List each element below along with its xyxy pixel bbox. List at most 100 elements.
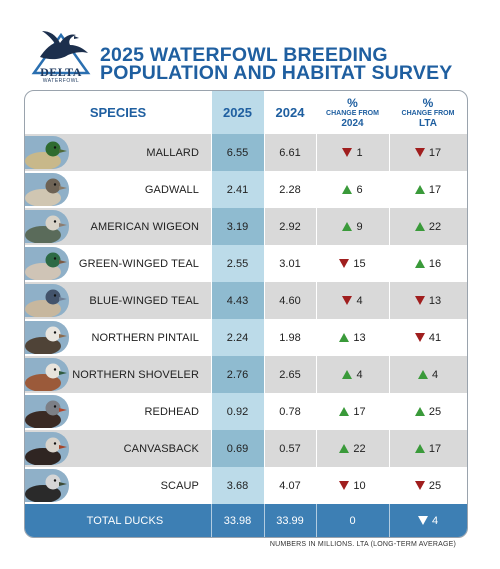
total-2025: 33.98 [223, 514, 252, 527]
change-from-2024: 4 [316, 356, 389, 393]
up-arrow-icon [342, 222, 353, 231]
change-from-lta: 17 [389, 134, 467, 171]
up-arrow-icon [339, 407, 350, 416]
column-2025-shade [211, 356, 264, 393]
change-lta-value: 25 [428, 405, 442, 418]
survey-table: SPECIES 2025 2024 % CHANGE FROM 2024 % C… [24, 90, 468, 538]
change-2024-value: 15 [353, 257, 366, 270]
change-2024-value: 13 [353, 331, 366, 344]
column-2025-shade [211, 134, 264, 171]
value-2025: 3.68 [226, 479, 249, 492]
change-lta-value: 17 [428, 183, 442, 196]
change-from-lta: 13 [389, 282, 467, 319]
table-row: GADWALL 2.41 2.28 6 17 [25, 171, 467, 208]
up-arrow-icon [414, 444, 425, 453]
value-2024: 4.07 [279, 479, 301, 492]
total-divider [211, 504, 212, 537]
species-name: MALLARD [146, 146, 199, 159]
species-name: CANVASBACK [123, 442, 199, 455]
header-change-pct: % [347, 95, 358, 110]
value-2024: 2.28 [279, 183, 301, 196]
column-2025-shade [211, 282, 264, 319]
total-2024: 33.99 [276, 514, 304, 527]
value-2025: 2.24 [226, 331, 249, 344]
change-2024-value: 1 [356, 146, 363, 159]
down-arrow-icon [417, 516, 428, 525]
value-2025: 3.19 [226, 220, 249, 233]
footnote: NUMBERS IN MILLIONS. LTA (LONG-TERM AVER… [269, 541, 456, 548]
divider-2024 [264, 91, 265, 504]
up-arrow-icon [414, 259, 425, 268]
change-2024-value: 4 [356, 294, 363, 307]
down-arrow-icon [342, 296, 353, 305]
change-lta-value: 22 [428, 220, 442, 233]
down-arrow-icon [414, 148, 425, 157]
change-from-2024: 22 [316, 430, 389, 467]
page-title: 2025 WATERFOWL BREEDING POPULATION AND H… [100, 44, 452, 83]
up-arrow-icon [339, 333, 350, 342]
change-from-lta: 41 [389, 319, 467, 356]
change-lta-value: 17 [428, 146, 442, 159]
change-from-lta: 17 [389, 430, 467, 467]
change-lta-value: 17 [428, 442, 442, 455]
total-change-2024: 0 [316, 504, 389, 537]
change-from-lta: 25 [389, 393, 467, 430]
change-from-lta: 17 [389, 171, 467, 208]
change-from-2024: 10 [316, 467, 389, 504]
up-arrow-icon [414, 185, 425, 194]
species-name: GREEN-WINGED TEAL [78, 257, 199, 270]
gadwall-photo [25, 173, 69, 206]
title-line1: 2025 WATERFOWL BREEDING [100, 44, 388, 66]
delta-waterfowl-logo [31, 31, 91, 75]
table-row: BLUE-WINGED TEAL 4.43 4.60 4 13 [25, 282, 467, 319]
change-from-lta: 25 [389, 467, 467, 504]
change-2024-value: 10 [353, 479, 366, 492]
header-lta-base: LTA [419, 117, 437, 129]
species-name: GADWALL [144, 183, 199, 196]
species-name: AMERICAN WIGEON [90, 220, 199, 233]
header-2025: 2025 [223, 105, 252, 120]
change-2024-value: 6 [356, 183, 363, 196]
change-lta-value: 41 [428, 331, 442, 344]
mallard-photo [25, 136, 69, 169]
header-lta-pct: % [422, 95, 434, 110]
header-lta-label: CHANGE FROM [401, 109, 455, 117]
down-arrow-icon [339, 259, 350, 268]
green-winged-teal-photo [25, 247, 69, 280]
change-2024-value: 17 [353, 405, 366, 418]
up-arrow-icon [417, 370, 428, 379]
species-name: BLUE-WINGED TEAL [89, 294, 199, 307]
column-2025-shade [211, 430, 264, 467]
divider-change [316, 91, 317, 504]
value-2024: 3.01 [279, 257, 301, 270]
change-from-lta: 4 [389, 356, 467, 393]
total-divider [316, 504, 317, 537]
blue-winged-teal-photo [25, 284, 69, 317]
total-row: TOTAL DUCKS 33.98 33.99 0 4 [25, 504, 467, 537]
value-2024: 0.57 [279, 442, 301, 455]
total-change-value: 0 [349, 514, 356, 527]
change-from-2024: 1 [316, 134, 389, 171]
canvasback-photo [25, 432, 69, 465]
value-2025: 4.43 [226, 294, 249, 307]
up-arrow-icon [414, 407, 425, 416]
northern-pintail-photo [25, 321, 69, 354]
change-lta-value: 13 [428, 294, 442, 307]
value-2024: 6.61 [279, 146, 301, 159]
change-2024-value: 22 [353, 442, 366, 455]
logo-line1: DELTA [40, 65, 82, 79]
column-2025-shade [211, 208, 264, 245]
change-from-2024: 13 [316, 319, 389, 356]
table-row: NORTHERN PINTAIL 2.24 1.98 13 41 [25, 319, 467, 356]
northern-shoveler-photo [25, 358, 69, 391]
down-arrow-icon [414, 481, 425, 490]
table-row: GREEN-WINGED TEAL 2.55 3.01 15 16 [25, 245, 467, 282]
logo-wordmark: DELTA WATERFOWL [30, 66, 92, 84]
table-row: MALLARD 6.55 6.61 1 17 [25, 134, 467, 171]
change-from-lta: 22 [389, 208, 467, 245]
species-name: NORTHERN PINTAIL [91, 331, 199, 344]
header-change-2024: % CHANGE FROM 2024 [316, 91, 389, 134]
american-wigeon-photo [25, 210, 69, 243]
change-from-2024: 17 [316, 393, 389, 430]
value-2025: 6.55 [226, 146, 249, 159]
